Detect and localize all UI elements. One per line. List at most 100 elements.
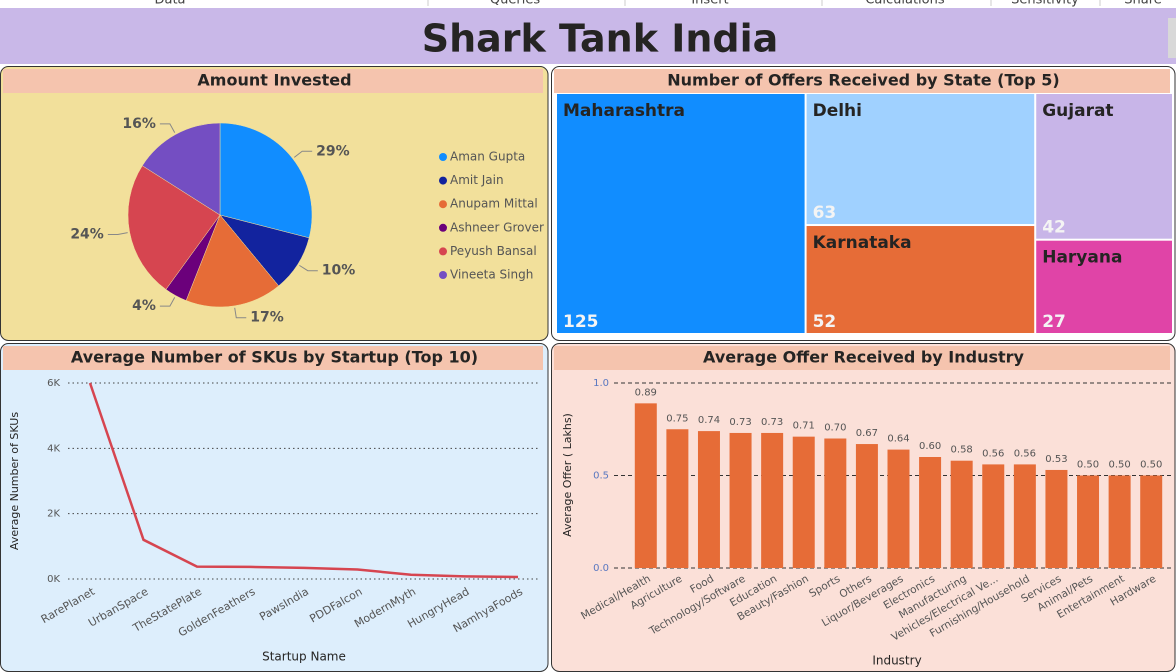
data-label: 0.74 [698,415,720,426]
data-label: 0.73 [729,417,751,428]
data-label: 0.73 [761,417,783,428]
data-label: 0.67 [856,428,878,439]
bar [824,438,847,568]
dashboard-title: Shark Tank India [422,17,779,61]
ribbon-item: Queries [490,0,540,8]
bar [950,460,973,568]
data-label: 29% [316,143,350,159]
tile-value: 63 [813,203,837,223]
tile-label: Haryana [1042,248,1122,268]
treemap-tile [557,94,805,333]
legend-label: Ashneer Grover [450,220,544,234]
legend-marker [439,223,447,232]
y-tick-label: 0.0 [593,563,609,574]
bar [1140,475,1163,568]
treemap-tile [1036,240,1172,333]
tile-label: Maharashtra [563,101,685,121]
chart-title: Number of Offers Received by State (Top … [667,71,1060,90]
pie-slice [185,214,279,308]
pie-slice [219,122,313,239]
legend-label: Aman Gupta [450,150,525,164]
bar [666,429,689,568]
line-series [88,382,519,579]
bar [792,436,815,568]
tile-value: 27 [1042,312,1066,332]
ribbon-item: Insert [691,0,728,8]
data-label: 0.50 [1077,460,1099,471]
leader-line [107,232,128,235]
ribbon-item: Calculations [865,0,945,8]
legend-marker [439,176,447,185]
bar [1077,475,1100,568]
bar [1045,469,1068,568]
leader-line [159,297,176,307]
data-label: 0.53 [1045,454,1067,465]
data-label: 0.71 [793,421,815,432]
y-tick-label: 4K [47,443,60,454]
y-tick-label: 0.5 [593,471,609,482]
pie-slice [127,165,221,290]
data-label: 0.50 [1108,460,1130,471]
legend-marker [439,153,447,161]
treemap-tile [806,94,1035,225]
bar [1108,475,1131,568]
chart-title: Amount Invested [197,71,351,90]
legend-label: Anupam Mittal [450,197,538,211]
title-band [0,8,1176,64]
tile-value: 125 [563,312,599,332]
pie-slice [141,122,221,216]
leader-line [234,307,247,319]
bar [919,457,942,568]
ribbon-item: Sensitivity [1011,0,1079,8]
ribbon [0,0,1176,8]
y-axis-title: Average Offer ( Lakhs) [561,413,574,537]
legend-label: Amit Jain [450,173,504,187]
legend-marker [439,200,447,209]
tile-value: 52 [813,312,837,332]
data-label: 10% [322,263,356,279]
data-label: 0.58 [951,445,973,456]
x-axis-title: Startup Name [262,650,346,664]
tile-label: Karnataka [813,233,912,253]
bar [855,444,878,568]
bar [697,431,720,568]
y-axis-title: Average Number of SKUs [8,412,21,550]
y-tick-label: 1.0 [593,378,609,389]
chart-title: Average Number of SKUs by Startup (Top 1… [71,348,478,367]
legend-label: Peyush Bansal [450,244,537,258]
data-label: 16% [122,116,156,132]
legend-label: Vineeta Singh [450,268,533,282]
bar [1013,464,1036,568]
bar [887,449,910,568]
chart-title: Average Offer Received by Industry [703,348,1025,367]
x-axis-title: Industry [872,654,921,668]
panel-header [3,346,543,370]
legend-marker [439,271,447,279]
treemap-tile [806,226,1035,333]
bar [634,403,657,568]
y-tick-label: 2K [47,509,60,520]
data-label: 0.50 [1140,460,1162,471]
leader-line [293,150,313,158]
ribbon-item: Data [154,0,185,8]
data-label: 4% [132,298,156,314]
tile-value: 42 [1042,218,1066,238]
ribbon-item: Share [1124,0,1162,8]
data-label: 0.64 [887,434,909,445]
data-label: 0.60 [919,441,941,452]
y-tick-label: 6K [47,378,60,389]
scrollbar [1168,18,1176,58]
treemap-tile [1036,94,1172,239]
data-label: 0.56 [982,448,1004,459]
data-label: 0.56 [1014,448,1036,459]
y-tick-label: 0K [47,574,60,585]
data-label: 0.89 [635,387,657,398]
data-label: 17% [250,310,284,326]
legend-marker [439,247,447,256]
panel-header [554,69,1170,93]
bar [761,432,784,568]
data-label: 0.70 [824,423,846,434]
bar [729,432,752,568]
bar [982,464,1005,568]
